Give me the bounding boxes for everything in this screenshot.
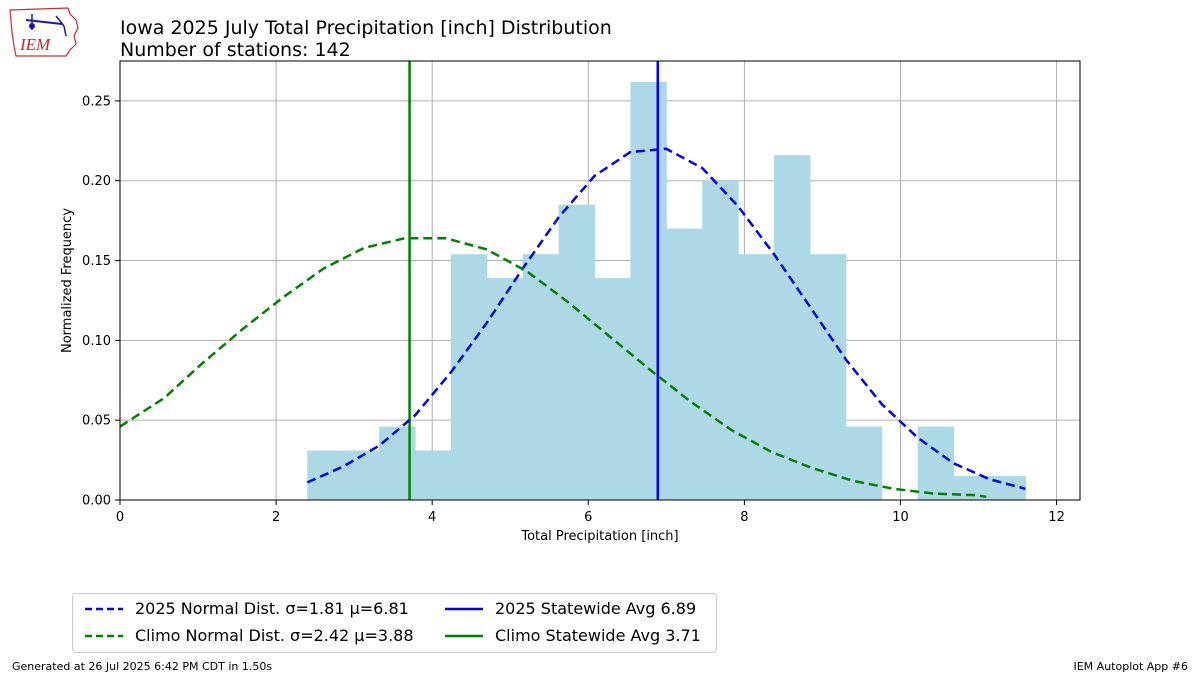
legend-swatch-green-dashed <box>83 627 125 645</box>
chart-title: Iowa 2025 July Total Precipitation [inch… <box>120 17 612 39</box>
y-axis-label: Normalized Frequency <box>60 208 75 353</box>
histogram-bar <box>809 254 847 500</box>
normal-curve-2025 <box>306 147 1026 491</box>
legend-swatch-green-solid <box>443 627 485 645</box>
histogram-bar <box>415 450 452 500</box>
histogram-bar <box>630 81 667 501</box>
legend-label-climo-normal: Climo Normal Dist. σ=2.42 μ=3.88 <box>135 626 414 645</box>
histogram-bar <box>738 254 775 500</box>
legend-item-climo-avg: Climo Statewide Avg 3.71 <box>443 627 701 645</box>
svg-text:IEM: IEM <box>19 35 51 54</box>
legend-swatch-blue-dashed <box>83 600 125 618</box>
x-tick-label: 8 <box>740 510 748 525</box>
distribution-curves <box>119 147 1026 499</box>
histogram-bar <box>774 155 811 500</box>
x-tick-label: 10 <box>892 510 909 525</box>
y-tick-label: 0.20 <box>82 174 111 189</box>
y-tick-label: 0.05 <box>82 414 111 429</box>
legend-item-2025-normal: 2025 Normal Dist. σ=1.81 μ=6.81 <box>83 600 409 618</box>
footer-generated: Generated at 26 Jul 2025 6:42 PM CDT in … <box>12 660 273 673</box>
histogram-bar <box>953 476 990 500</box>
plot-frame <box>119 60 1081 501</box>
iem-logo: IEM <box>8 6 80 58</box>
histogram-bar <box>845 426 883 500</box>
histogram <box>307 81 1026 501</box>
x-tick-label: 0 <box>116 510 124 525</box>
histogram-bar <box>666 228 703 501</box>
x-axis-label: Total Precipitation [inch] <box>520 529 678 544</box>
y-tick-label: 0.25 <box>82 94 111 109</box>
histogram-bar <box>594 278 631 500</box>
footer-app-id: IEM Autoplot App #6 <box>1073 660 1188 673</box>
ticks: 0 2 4 6 8 10 12 0.00 0.05 0.10 0.15 0.20 0.25 <box>82 94 1065 525</box>
histogram-bar <box>558 204 596 500</box>
chart-subtitle: Number of stations: 142 <box>120 39 351 61</box>
histogram-bar <box>702 180 739 500</box>
histogram-bar <box>522 254 560 500</box>
legend-label-2025-normal: 2025 Normal Dist. σ=1.81 μ=6.81 <box>135 599 409 618</box>
y-tick-label: 0.15 <box>82 254 111 269</box>
normal-curve-climo <box>119 236 987 499</box>
histogram-bar <box>343 450 380 500</box>
x-tick-label: 2 <box>272 510 280 525</box>
histogram-bar <box>917 426 955 500</box>
y-tick-label: 0.10 <box>82 334 111 349</box>
legend-swatch-blue-solid <box>443 600 485 618</box>
histogram-bar <box>450 254 488 500</box>
legend-item-climo-normal: Climo Normal Dist. σ=2.42 μ=3.88 <box>83 627 414 645</box>
chart-legend: 2025 Normal Dist. σ=1.81 μ=6.81 Climo No… <box>72 593 717 653</box>
y-tick-label: 0.00 <box>82 494 111 509</box>
legend-item-2025-avg: 2025 Statewide Avg 6.89 <box>443 600 696 618</box>
average-lines <box>408 61 660 500</box>
x-tick-label: 12 <box>1048 510 1065 525</box>
x-tick-label: 6 <box>584 510 592 525</box>
legend-label-climo-avg: Climo Statewide Avg 3.71 <box>495 626 701 645</box>
histogram-bar <box>486 278 524 500</box>
legend-label-2025-avg: 2025 Statewide Avg 6.89 <box>495 599 697 618</box>
x-tick-label: 4 <box>428 510 436 525</box>
